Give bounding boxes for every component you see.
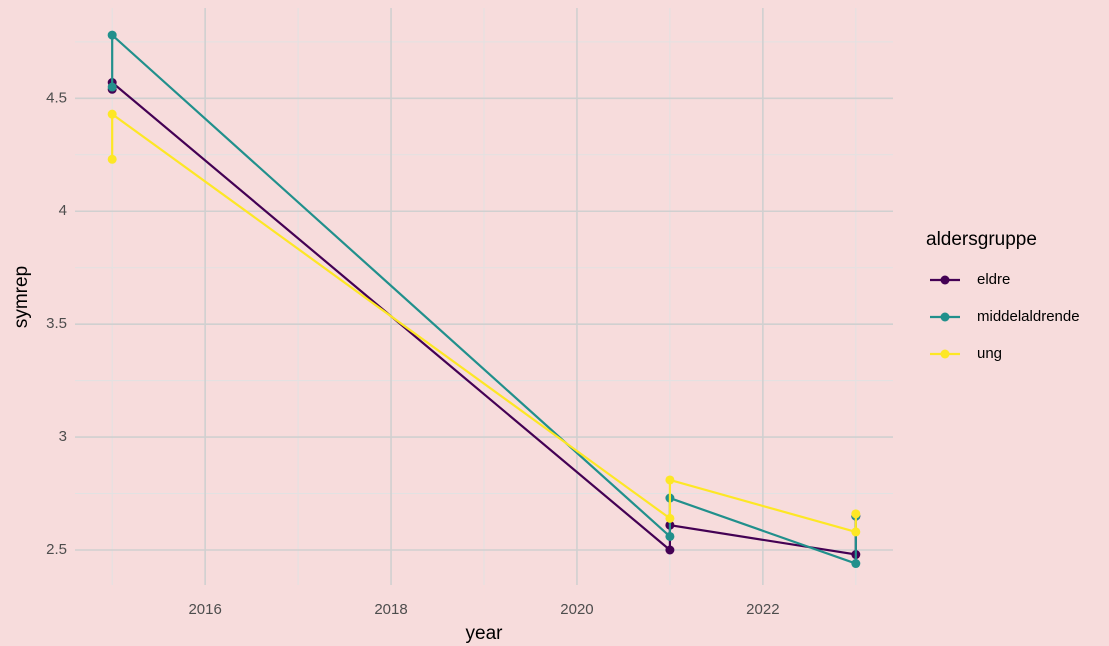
point [107, 30, 117, 40]
legend-title: aldersgruppe [926, 229, 1037, 250]
point [851, 509, 861, 519]
point [665, 513, 675, 523]
grid [75, 8, 893, 585]
legend-key-point [940, 349, 950, 359]
x-tick-label: 2020 [560, 601, 593, 618]
y-tick-label: 4.5 [46, 89, 67, 106]
x-axis-title: year [466, 623, 504, 644]
x-tick-label: 2018 [374, 601, 407, 618]
point [851, 527, 861, 537]
legend-label: ung [977, 345, 1002, 362]
legend-label: middelaldrende [977, 308, 1080, 325]
point [665, 475, 675, 485]
point [851, 559, 861, 569]
point [107, 82, 117, 92]
y-axis-title: symrep [11, 266, 32, 328]
y-tick-label: 2.5 [46, 541, 67, 558]
legend-label: eldre [977, 271, 1010, 288]
legend-key-point [940, 312, 950, 322]
point [665, 545, 675, 555]
y-tick-label: 4 [59, 202, 67, 219]
point [665, 531, 675, 541]
point [107, 109, 117, 119]
legend-key-point [940, 275, 950, 285]
x-tick-label: 2016 [188, 601, 221, 618]
x-tick-label: 2022 [746, 601, 779, 618]
y-tick-label: 3.5 [46, 315, 67, 332]
y-tick-label: 3 [59, 428, 67, 445]
point [107, 154, 117, 164]
